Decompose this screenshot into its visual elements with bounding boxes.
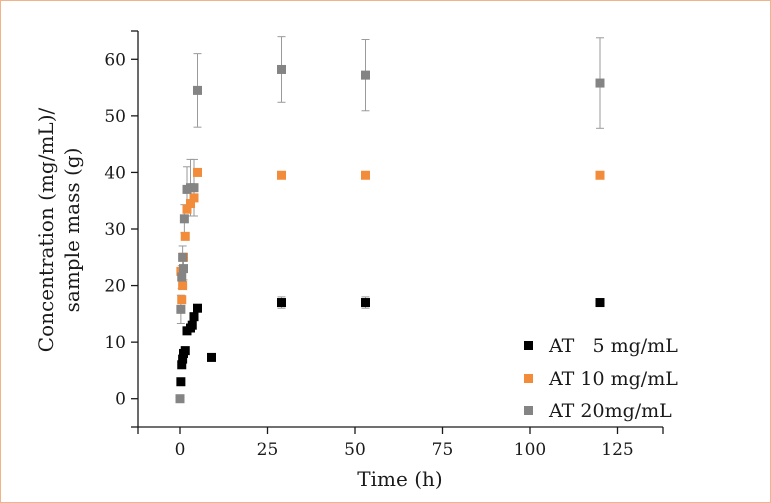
point-s2-p6 [182,204,192,214]
point-s1-p14 [595,298,605,308]
point-s3-p2 [176,304,186,314]
legend-label-series-2: AT 10 mg/mL [548,368,678,390]
point-s2-p11 [361,170,370,180]
legend-marker-series-1 [524,341,533,350]
x-tick-label-0: 0 [175,440,186,460]
x-tick-label-50: 50 [344,440,366,460]
y-tick-label-50: 50 [104,107,126,127]
point-s1-p3 [178,354,188,364]
y-tick-label-10: 10 [104,333,126,353]
y-axis-label: Concentration (mg/mL)/ sample mass (g) [34,108,84,353]
point-s2-p3 [178,281,188,291]
point-s3-p5 [179,264,188,274]
point-s2-p9 [193,167,202,177]
y-ticks-group: 0 10 20 30 40 50 60 [104,30,138,428]
point-s1-p8 [187,320,197,330]
y-tick-label-40: 40 [104,163,126,183]
point-s3-p13 [595,78,605,88]
y-tick-label-20: 20 [104,277,126,297]
point-s3-p11 [277,64,286,74]
y-tick-label-60: 60 [104,50,126,70]
legend: AT 5 mg/mL AT 10 mg/mL AT 20mg/mL [524,335,678,422]
point-s1-p5 [180,346,190,356]
point-s1-p2 [177,360,187,370]
point-s3-p9 [189,183,199,193]
point-s1-p13 [361,298,370,308]
point-s2-p8 [189,193,199,203]
point-s1-p11 [207,352,216,362]
y-axis-label-line-2: sample mass (g) [60,148,84,313]
x-ticks-group: 0 25 50 75 100 125 [137,427,664,460]
point-s2-p2 [177,295,187,305]
point-s2-p5 [180,231,190,241]
x-axis-label: Time (h) [357,467,442,491]
point-s3-p1 [175,394,185,404]
point-s3-p12 [361,70,370,80]
legend-label-series-1: AT 5 mg/mL [548,335,678,357]
legend-label-series-3: AT 20mg/mL [548,400,672,422]
legend-marker-series-2 [524,374,533,383]
legend-marker-series-3 [524,406,533,415]
x-tick-label-100: 100 [514,440,546,460]
point-s1-p9 [189,312,199,322]
point-s1-p12 [277,298,286,308]
x-tick-label-75: 75 [432,440,454,460]
x-tick-label-25: 25 [257,440,279,460]
point-s3-p3 [177,272,187,282]
point-s2-p12 [595,170,605,180]
y-tick-label-0: 0 [115,390,126,410]
point-s2-p7 [186,199,195,209]
y-axis-label-line-1: Concentration (mg/mL)/ [34,108,58,353]
x-tick-label-125: 125 [601,440,633,460]
point-s3-p10 [193,85,202,95]
y-tick-label-30: 30 [104,220,126,240]
point-s1-p10 [193,303,202,313]
point-s2-p10 [277,170,286,180]
error-bars-group [176,36,604,324]
point-s3-p6 [179,214,189,224]
point-s1-p1 [176,377,186,387]
data-points-group [175,64,605,404]
point-s3-p4 [178,252,188,262]
